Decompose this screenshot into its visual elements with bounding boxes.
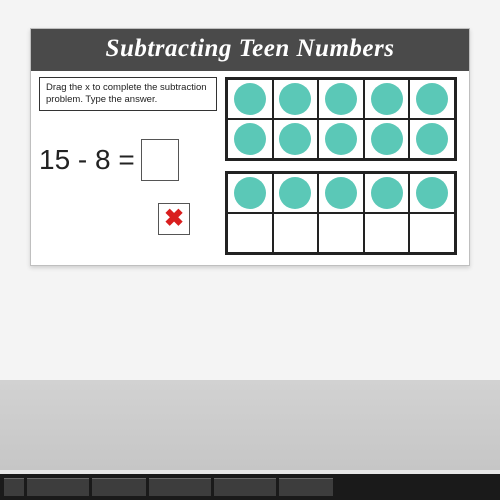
instruction-text: Drag the x to complete the subtraction p… (39, 77, 217, 111)
ten-frame-cell[interactable] (273, 79, 319, 119)
counter-dot[interactable] (371, 123, 403, 155)
ten-frame-cell[interactable] (273, 213, 319, 253)
ten-frame-cell[interactable] (364, 173, 410, 213)
left-column: Drag the x to complete the subtraction p… (39, 77, 217, 255)
draggable-x-tile[interactable]: ✖ (158, 203, 190, 235)
counter-dot[interactable] (234, 123, 266, 155)
ten-frame-cell[interactable] (364, 119, 410, 159)
ten-frame-bottom[interactable] (225, 171, 457, 255)
counter-dot[interactable] (279, 177, 311, 209)
counter-dot[interactable] (234, 83, 266, 115)
desktop-area: Subtracting Teen Numbers Drag the x to c… (0, 0, 500, 380)
counter-dot[interactable] (416, 177, 448, 209)
counter-dot[interactable] (416, 83, 448, 115)
counter-dot[interactable] (371, 83, 403, 115)
counter-dot[interactable] (234, 177, 266, 209)
lower-gradient (0, 380, 500, 470)
counter-dot[interactable] (279, 83, 311, 115)
ten-frame-cell[interactable] (409, 79, 455, 119)
ten-frame-cell[interactable] (227, 173, 273, 213)
counter-dot[interactable] (325, 83, 357, 115)
equation-row: 15 - 8 = (39, 139, 217, 181)
ten-frame-cell[interactable] (318, 173, 364, 213)
ten-frame-cell[interactable] (227, 213, 273, 253)
ten-frame-cell[interactable] (227, 79, 273, 119)
taskbar[interactable] (0, 474, 500, 500)
counter-dot[interactable] (416, 123, 448, 155)
ten-frame-cell[interactable] (409, 173, 455, 213)
taskbar-item[interactable] (27, 478, 89, 496)
taskbar-item[interactable] (279, 478, 333, 496)
ten-frame-cell[interactable] (409, 119, 455, 159)
ten-frame-cell[interactable] (273, 173, 319, 213)
taskbar-item[interactable] (92, 478, 146, 496)
taskbar-item[interactable] (4, 478, 24, 496)
taskbar-item[interactable] (149, 478, 211, 496)
answer-input-box[interactable] (141, 139, 179, 181)
slide-card: Subtracting Teen Numbers Drag the x to c… (30, 28, 470, 266)
equation-text: 15 - 8 = (39, 144, 135, 176)
ten-frame-cell[interactable] (364, 79, 410, 119)
slide-title: Subtracting Teen Numbers (31, 29, 469, 71)
x-icon: ✖ (164, 207, 184, 231)
right-column (225, 77, 461, 255)
ten-frame-cell[interactable] (318, 213, 364, 253)
ten-frame-cell[interactable] (318, 79, 364, 119)
ten-frame-cell[interactable] (409, 213, 455, 253)
ten-frame-cell[interactable] (318, 119, 364, 159)
counter-dot[interactable] (325, 123, 357, 155)
slide-content: Drag the x to complete the subtraction p… (31, 71, 469, 265)
counter-dot[interactable] (325, 177, 357, 209)
ten-frame-cell[interactable] (273, 119, 319, 159)
ten-frame-cell[interactable] (364, 213, 410, 253)
ten-frame-top[interactable] (225, 77, 457, 161)
ten-frame-cell[interactable] (227, 119, 273, 159)
counter-dot[interactable] (371, 177, 403, 209)
counter-dot[interactable] (279, 123, 311, 155)
taskbar-item[interactable] (214, 478, 276, 496)
